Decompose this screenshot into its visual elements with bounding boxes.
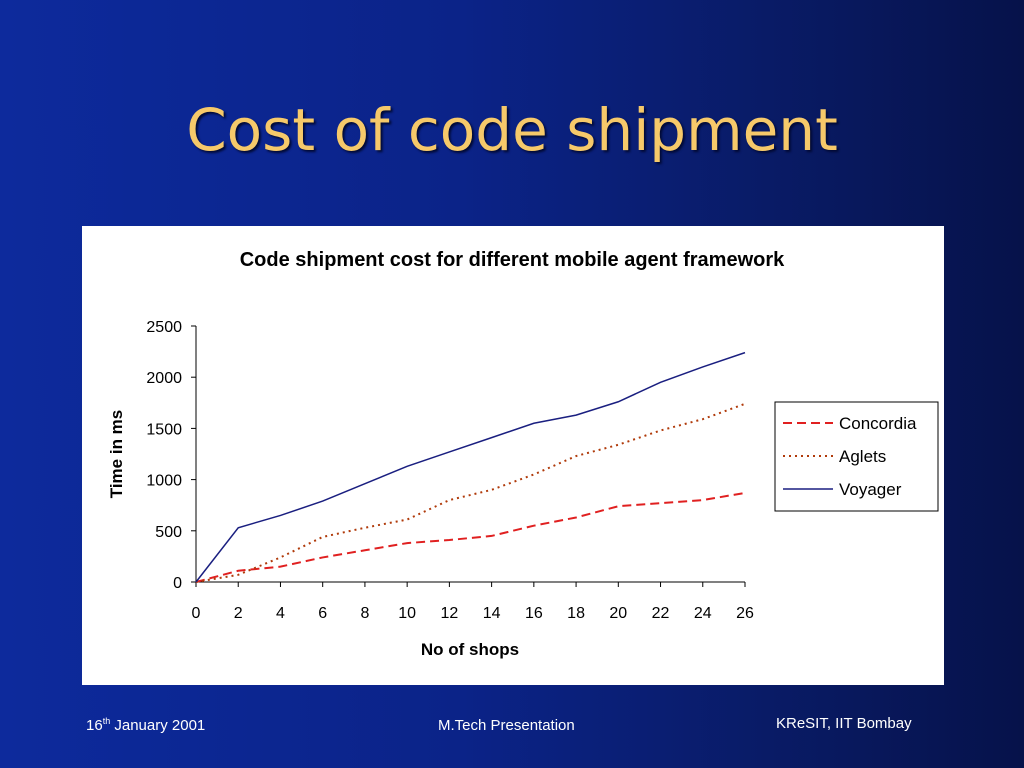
x-tick-label: 6 bbox=[318, 605, 327, 622]
x-tick-label: 14 bbox=[483, 605, 501, 622]
x-tick-label: 16 bbox=[525, 605, 543, 622]
x-tick-label: 12 bbox=[440, 605, 458, 622]
series-line-voyager bbox=[195, 351, 746, 583]
x-tick-label: 24 bbox=[694, 605, 712, 622]
x-tick-label: 10 bbox=[398, 605, 416, 622]
x-axis-label: No of shops bbox=[421, 640, 519, 659]
x-tick-label: 22 bbox=[652, 605, 670, 622]
line-chart: Code shipment cost for different mobile … bbox=[107, 249, 939, 659]
y-axis-label: Time in ms bbox=[107, 410, 126, 499]
y-tick-label: 1500 bbox=[146, 421, 182, 438]
footer-date-day: 16 bbox=[86, 717, 103, 734]
x-tick-label: 8 bbox=[360, 605, 369, 622]
legend-label-concordia: Concordia bbox=[839, 414, 917, 433]
y-tick-label: 0 bbox=[173, 575, 182, 592]
x-tick-label: 26 bbox=[736, 605, 754, 622]
footer-institute: KReSIT, IIT Bombay bbox=[776, 715, 912, 732]
footer-date: 16th January 2001 bbox=[86, 716, 206, 735]
y-tick-label: 2000 bbox=[146, 370, 182, 387]
y-tick-label: 500 bbox=[155, 524, 182, 541]
legend-label-aglets: Aglets bbox=[839, 447, 886, 466]
series-line-aglets bbox=[195, 402, 746, 583]
chart-title: Code shipment cost for different mobile … bbox=[240, 249, 785, 271]
x-tick-label: 2 bbox=[234, 605, 243, 622]
footer-date-suffix: th bbox=[102, 716, 111, 726]
x-tick-label: 20 bbox=[609, 605, 627, 622]
series-lines bbox=[195, 351, 746, 583]
legend-label-voyager: Voyager bbox=[839, 480, 902, 499]
x-tick-label: 4 bbox=[276, 605, 285, 622]
footer-presentation: M.Tech Presentation bbox=[438, 717, 575, 734]
x-tick-label: 18 bbox=[567, 605, 585, 622]
y-tick-label: 1000 bbox=[146, 473, 182, 490]
series-line-concordia bbox=[195, 491, 746, 583]
x-tick-label: 0 bbox=[192, 605, 201, 622]
footer-date-rest: January 2001 bbox=[110, 717, 206, 734]
slide-title: Cost of code shipment bbox=[186, 96, 838, 164]
legend: Concordia Aglets Voyager bbox=[774, 401, 939, 512]
y-tick-label: 2500 bbox=[146, 319, 182, 336]
chart-panel: Code shipment cost for different mobile … bbox=[82, 226, 944, 685]
